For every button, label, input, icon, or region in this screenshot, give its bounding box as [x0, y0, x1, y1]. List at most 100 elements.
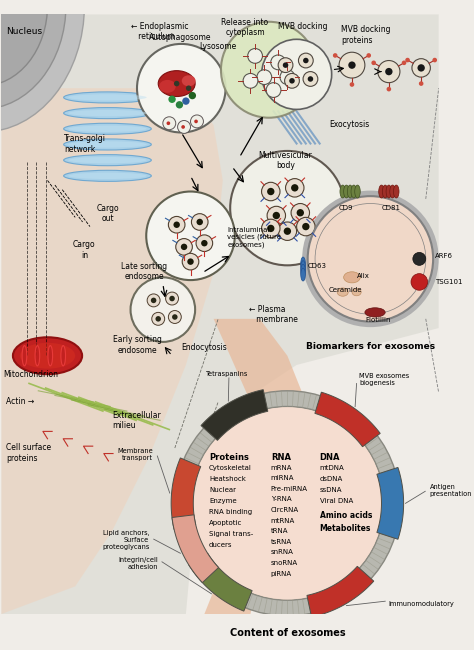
Circle shape: [366, 53, 371, 58]
Text: snRNA: snRNA: [271, 549, 294, 556]
Circle shape: [176, 239, 192, 255]
Circle shape: [285, 179, 304, 197]
Circle shape: [405, 58, 410, 62]
Ellipse shape: [301, 268, 305, 281]
Ellipse shape: [68, 94, 146, 101]
Text: Nucleus: Nucleus: [6, 27, 42, 36]
Ellipse shape: [61, 346, 65, 366]
Circle shape: [243, 73, 258, 88]
Text: Content of exosomes: Content of exosomes: [229, 628, 345, 638]
Circle shape: [308, 196, 433, 322]
Circle shape: [182, 254, 199, 270]
Ellipse shape: [64, 139, 151, 150]
Circle shape: [402, 60, 406, 65]
Text: Pre-miRNA: Pre-miRNA: [271, 486, 308, 492]
Text: Amino acids: Amino acids: [319, 511, 372, 520]
Ellipse shape: [383, 185, 388, 198]
Ellipse shape: [0, 0, 66, 109]
Text: MVB exosomes
biogenesis: MVB exosomes biogenesis: [359, 373, 409, 386]
Circle shape: [289, 78, 295, 84]
Circle shape: [165, 292, 179, 305]
Circle shape: [271, 55, 285, 70]
Ellipse shape: [64, 107, 151, 119]
Circle shape: [291, 184, 299, 192]
Ellipse shape: [340, 185, 346, 198]
Ellipse shape: [68, 157, 146, 163]
Text: mtDNA: mtDNA: [319, 465, 345, 471]
Ellipse shape: [301, 257, 305, 270]
Ellipse shape: [355, 185, 360, 198]
Circle shape: [173, 222, 180, 228]
Circle shape: [163, 117, 176, 130]
Circle shape: [339, 52, 365, 78]
Circle shape: [137, 44, 226, 133]
Ellipse shape: [347, 185, 353, 198]
Ellipse shape: [68, 173, 146, 179]
Circle shape: [155, 316, 161, 322]
Circle shape: [130, 278, 195, 342]
Circle shape: [333, 53, 337, 58]
Ellipse shape: [64, 92, 151, 103]
Text: Lysosome: Lysosome: [200, 42, 237, 51]
Text: Y-RNA: Y-RNA: [271, 497, 292, 502]
Circle shape: [412, 58, 430, 77]
Circle shape: [302, 190, 438, 327]
Circle shape: [191, 408, 383, 599]
Circle shape: [168, 96, 176, 103]
Text: Immunomodulatory: Immunomodulatory: [389, 601, 454, 608]
Circle shape: [169, 296, 175, 302]
Text: ssDNA: ssDNA: [319, 487, 342, 493]
Circle shape: [273, 212, 280, 219]
Circle shape: [187, 259, 194, 265]
Ellipse shape: [35, 346, 40, 366]
Ellipse shape: [64, 124, 151, 135]
Text: Mitochondrion: Mitochondrion: [3, 370, 58, 378]
Polygon shape: [204, 319, 306, 614]
Ellipse shape: [390, 185, 395, 198]
Text: Endocytosis: Endocytosis: [181, 343, 227, 352]
Ellipse shape: [68, 141, 146, 148]
Circle shape: [284, 73, 300, 88]
Circle shape: [262, 182, 280, 201]
Circle shape: [262, 219, 280, 238]
Text: Antigen
presentation: Antigen presentation: [430, 484, 472, 497]
Circle shape: [411, 274, 428, 291]
Circle shape: [257, 70, 272, 84]
Text: ← Plasma
   membrane: ← Plasma membrane: [249, 305, 298, 324]
Circle shape: [378, 60, 400, 83]
Text: CircRNA: CircRNA: [271, 507, 299, 513]
Text: RNA binding: RNA binding: [209, 509, 252, 515]
Text: Autophagosome: Autophagosome: [149, 33, 211, 42]
Circle shape: [432, 58, 437, 62]
Ellipse shape: [337, 288, 348, 296]
Text: CD9: CD9: [338, 205, 353, 211]
Text: Trans-golgi
network: Trans-golgi network: [64, 135, 106, 154]
Text: Cell surface
proteins: Cell surface proteins: [6, 443, 51, 463]
Ellipse shape: [0, 0, 47, 86]
Ellipse shape: [386, 185, 392, 198]
Text: RNA: RNA: [271, 452, 291, 462]
Text: Integrin/cell
adhesion: Integrin/cell adhesion: [118, 557, 158, 570]
Text: ← Endoplasmic
   reticulum: ← Endoplasmic reticulum: [130, 21, 188, 41]
Text: mRNA: mRNA: [271, 465, 292, 471]
Text: Membrane
transport: Membrane transport: [117, 448, 153, 461]
Polygon shape: [377, 467, 404, 540]
Circle shape: [302, 223, 310, 230]
Text: DNA: DNA: [319, 452, 340, 462]
Circle shape: [278, 222, 297, 240]
Text: tRNA: tRNA: [271, 528, 288, 534]
Circle shape: [197, 219, 203, 225]
Circle shape: [299, 53, 313, 68]
Ellipse shape: [301, 261, 305, 274]
Circle shape: [413, 252, 426, 265]
Text: piRNA: piRNA: [271, 571, 292, 577]
Text: Proteins: Proteins: [209, 452, 249, 462]
Text: Tetraspanins: Tetraspanins: [206, 370, 248, 377]
Text: Intraluminal
vesicles (future
exosomes): Intraluminal vesicles (future exosomes): [228, 227, 282, 248]
Polygon shape: [307, 566, 374, 617]
Ellipse shape: [20, 343, 75, 369]
Text: Ceramide: Ceramide: [329, 287, 363, 292]
Text: MVB docking: MVB docking: [278, 21, 328, 31]
Ellipse shape: [344, 272, 360, 283]
Circle shape: [387, 87, 391, 92]
